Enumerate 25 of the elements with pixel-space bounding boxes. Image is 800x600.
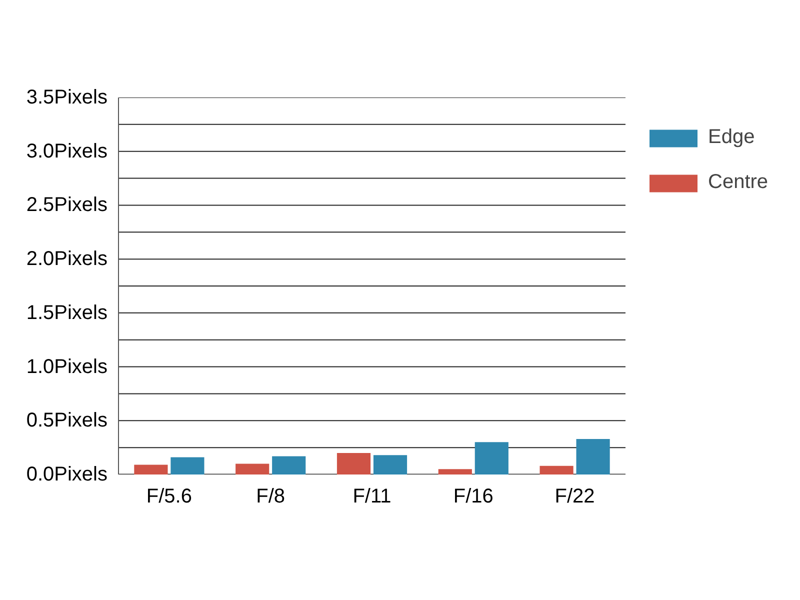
bar xyxy=(540,466,574,474)
bar xyxy=(576,438,610,474)
bar xyxy=(373,455,408,474)
x-tick-label: F/5.6 xyxy=(146,486,192,508)
bar xyxy=(272,456,306,474)
x-tick-label: F/22 xyxy=(554,486,595,508)
y-tick-label: 3.5Pixels xyxy=(26,86,108,108)
bar xyxy=(236,464,270,474)
y-tick-label: 1.0Pixels xyxy=(26,356,108,378)
y-tick-label: 0.0Pixels xyxy=(26,464,108,486)
y-tick-label: 2.0Pixels xyxy=(26,248,108,270)
x-tick-label: F/16 xyxy=(453,486,494,508)
x-tick-label: F/11 xyxy=(352,486,392,508)
bar xyxy=(438,469,472,474)
bar xyxy=(134,464,168,474)
x-tick-label: F/8 xyxy=(256,486,286,508)
y-tick-label: 3.0Pixels xyxy=(26,140,108,162)
bar xyxy=(474,442,508,474)
y-tick-label: 1.5Pixels xyxy=(26,302,108,324)
bar xyxy=(336,452,371,474)
y-tick-label: 0.5Pixels xyxy=(26,410,108,432)
legend-label: Centre xyxy=(708,171,768,194)
y-tick-label: 2.5Pixels xyxy=(26,194,108,216)
legend-label: Edge xyxy=(708,126,755,149)
bar xyxy=(170,457,204,474)
